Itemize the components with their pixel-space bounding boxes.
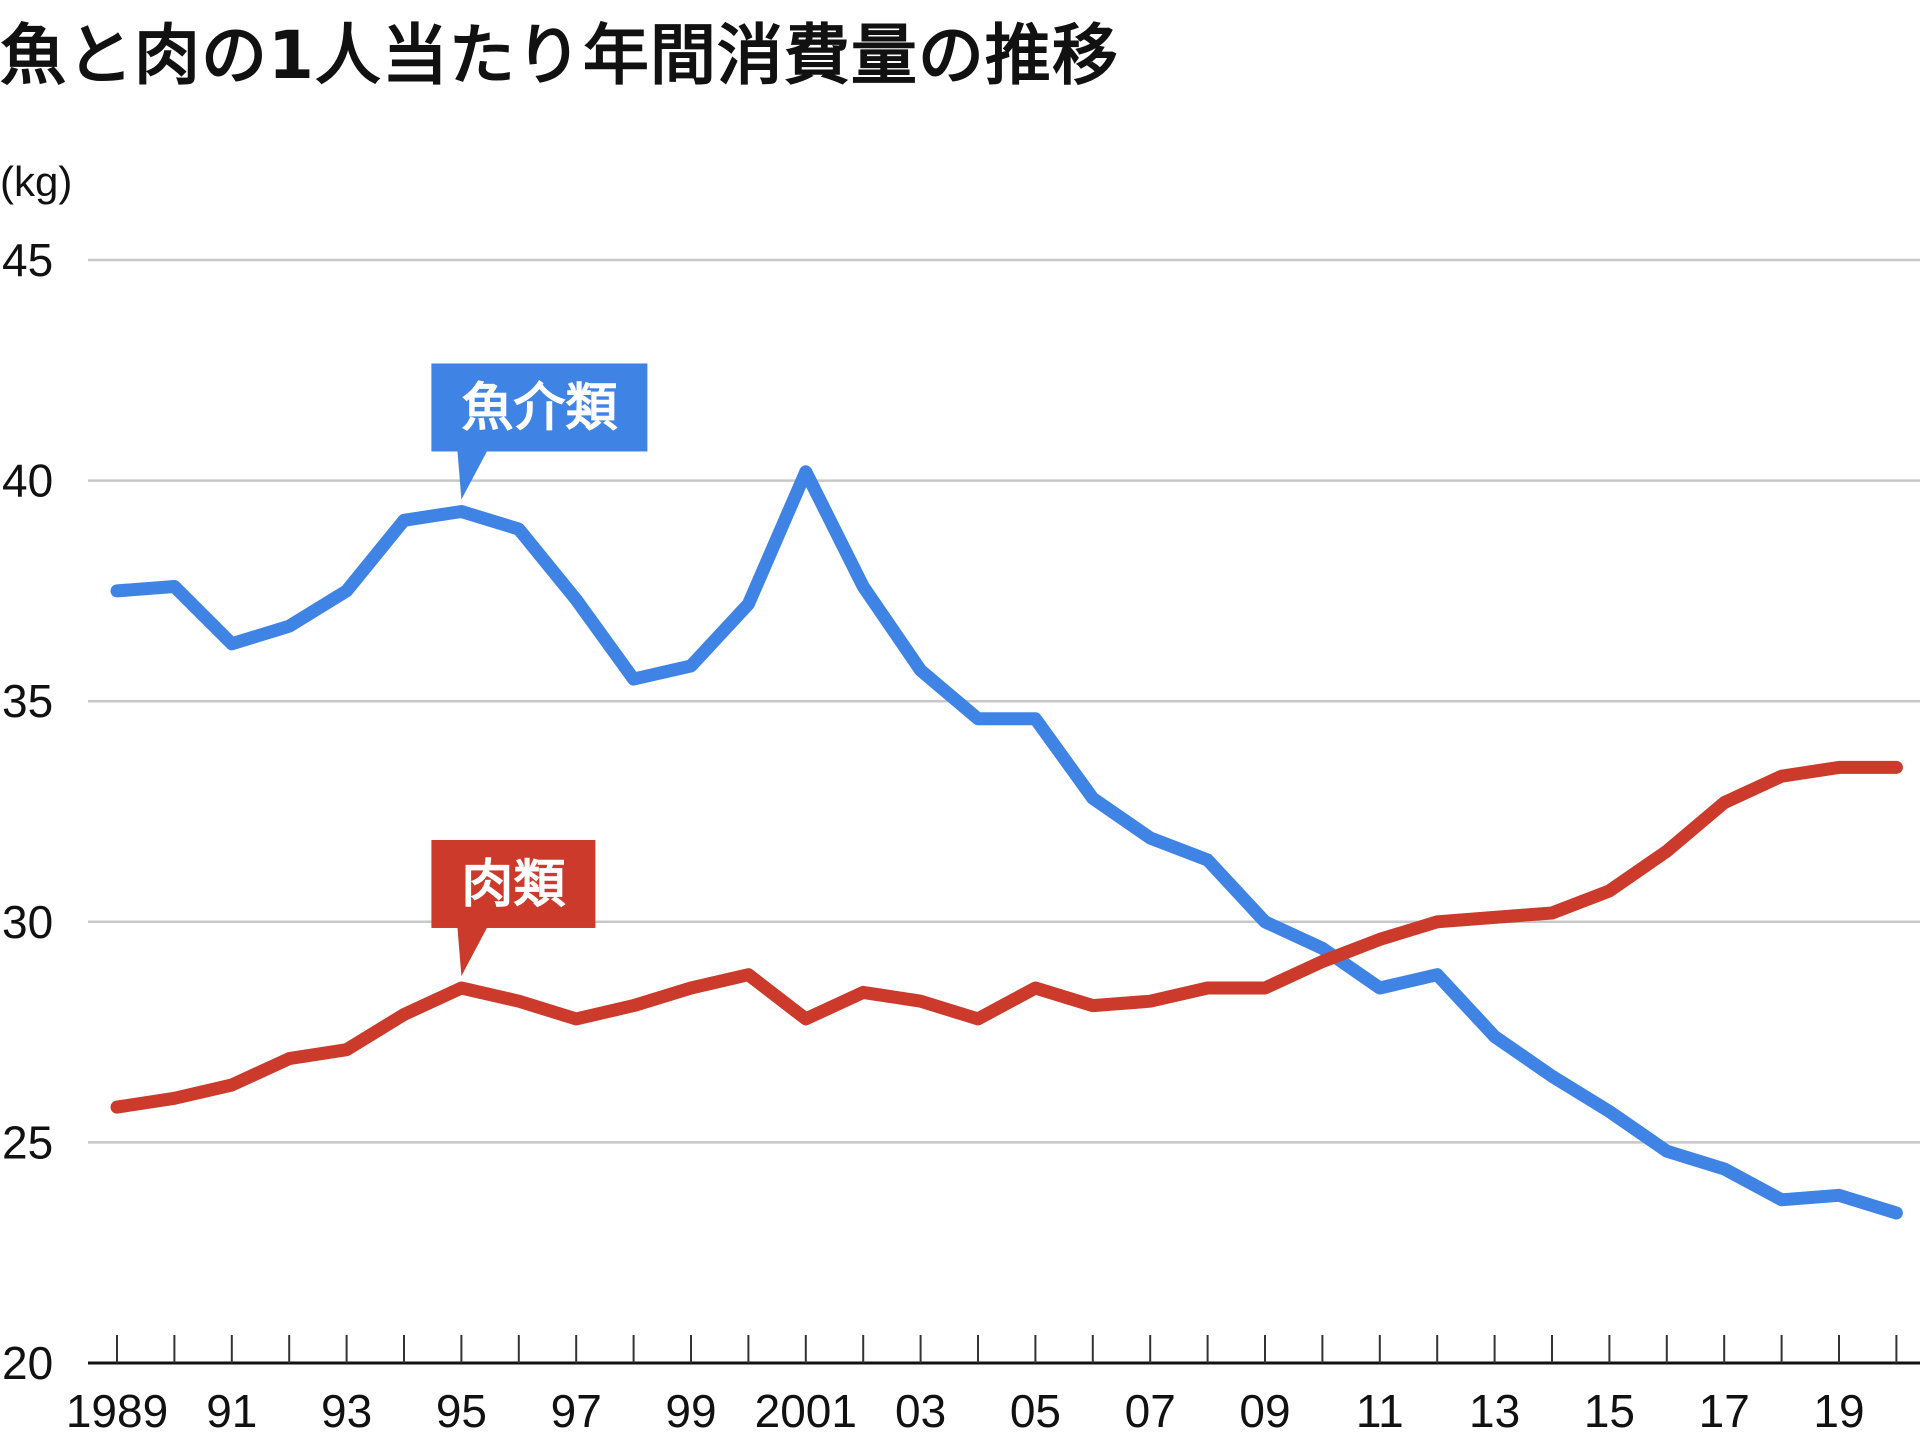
callout-box bbox=[431, 363, 648, 452]
x-tick-label: 99 bbox=[665, 1385, 716, 1437]
series-name-label: 魚介類 bbox=[461, 378, 618, 438]
y-tick-label: 20 bbox=[2, 1337, 53, 1389]
x-tick-label: 97 bbox=[551, 1385, 602, 1437]
x-tick-label: 13 bbox=[1469, 1385, 1520, 1437]
x-tick-label: 19 bbox=[1813, 1385, 1864, 1437]
chart-title: 魚と肉の1人当たり年間消費量の推移 bbox=[0, 17, 1119, 94]
series-callout-1: 魚介類 bbox=[431, 363, 648, 500]
x-tick-label: 91 bbox=[206, 1385, 257, 1437]
y-tick-label: 30 bbox=[2, 896, 53, 948]
y-axis-unit-label: (kg) bbox=[0, 158, 72, 205]
x-tick-label: 05 bbox=[1010, 1385, 1061, 1437]
callout-box bbox=[431, 839, 596, 928]
series-name-label: 肉類 bbox=[461, 855, 566, 915]
x-tick-label: 11 bbox=[1356, 1385, 1404, 1437]
x-tick-label: 09 bbox=[1239, 1385, 1290, 1437]
x-tick-label: 03 bbox=[895, 1385, 946, 1437]
y-tick-label: 25 bbox=[2, 1116, 53, 1168]
x-tick-label: 2001 bbox=[755, 1385, 857, 1437]
x-tick-label: 93 bbox=[321, 1385, 372, 1437]
callout-pointer bbox=[457, 926, 488, 976]
series-line-1 bbox=[110, 465, 1903, 1220]
x-tick-label: 07 bbox=[1125, 1385, 1176, 1437]
series-callout-2: 肉類 bbox=[431, 839, 596, 976]
x-tick-label: 17 bbox=[1699, 1385, 1750, 1437]
gridlines bbox=[88, 258, 1920, 1144]
x-tick-label: 15 bbox=[1584, 1385, 1635, 1437]
series-line-2 bbox=[110, 760, 1903, 1114]
x-axis: 1989 91 93 95 97 99 2001 03 05 07 09 11 13 15 17 19 bbox=[66, 1335, 1920, 1437]
y-tick-label: 45 bbox=[2, 234, 53, 286]
y-tick-label: 40 bbox=[2, 455, 53, 507]
y-axis: (kg) 20 25 30 35 40 45 bbox=[0, 158, 72, 1389]
x-tick-label: 95 bbox=[436, 1385, 487, 1437]
callout-pointer bbox=[457, 450, 488, 500]
y-tick-label: 35 bbox=[2, 675, 53, 727]
series-lines bbox=[110, 465, 1903, 1220]
x-tick-label: 1989 bbox=[66, 1385, 168, 1437]
